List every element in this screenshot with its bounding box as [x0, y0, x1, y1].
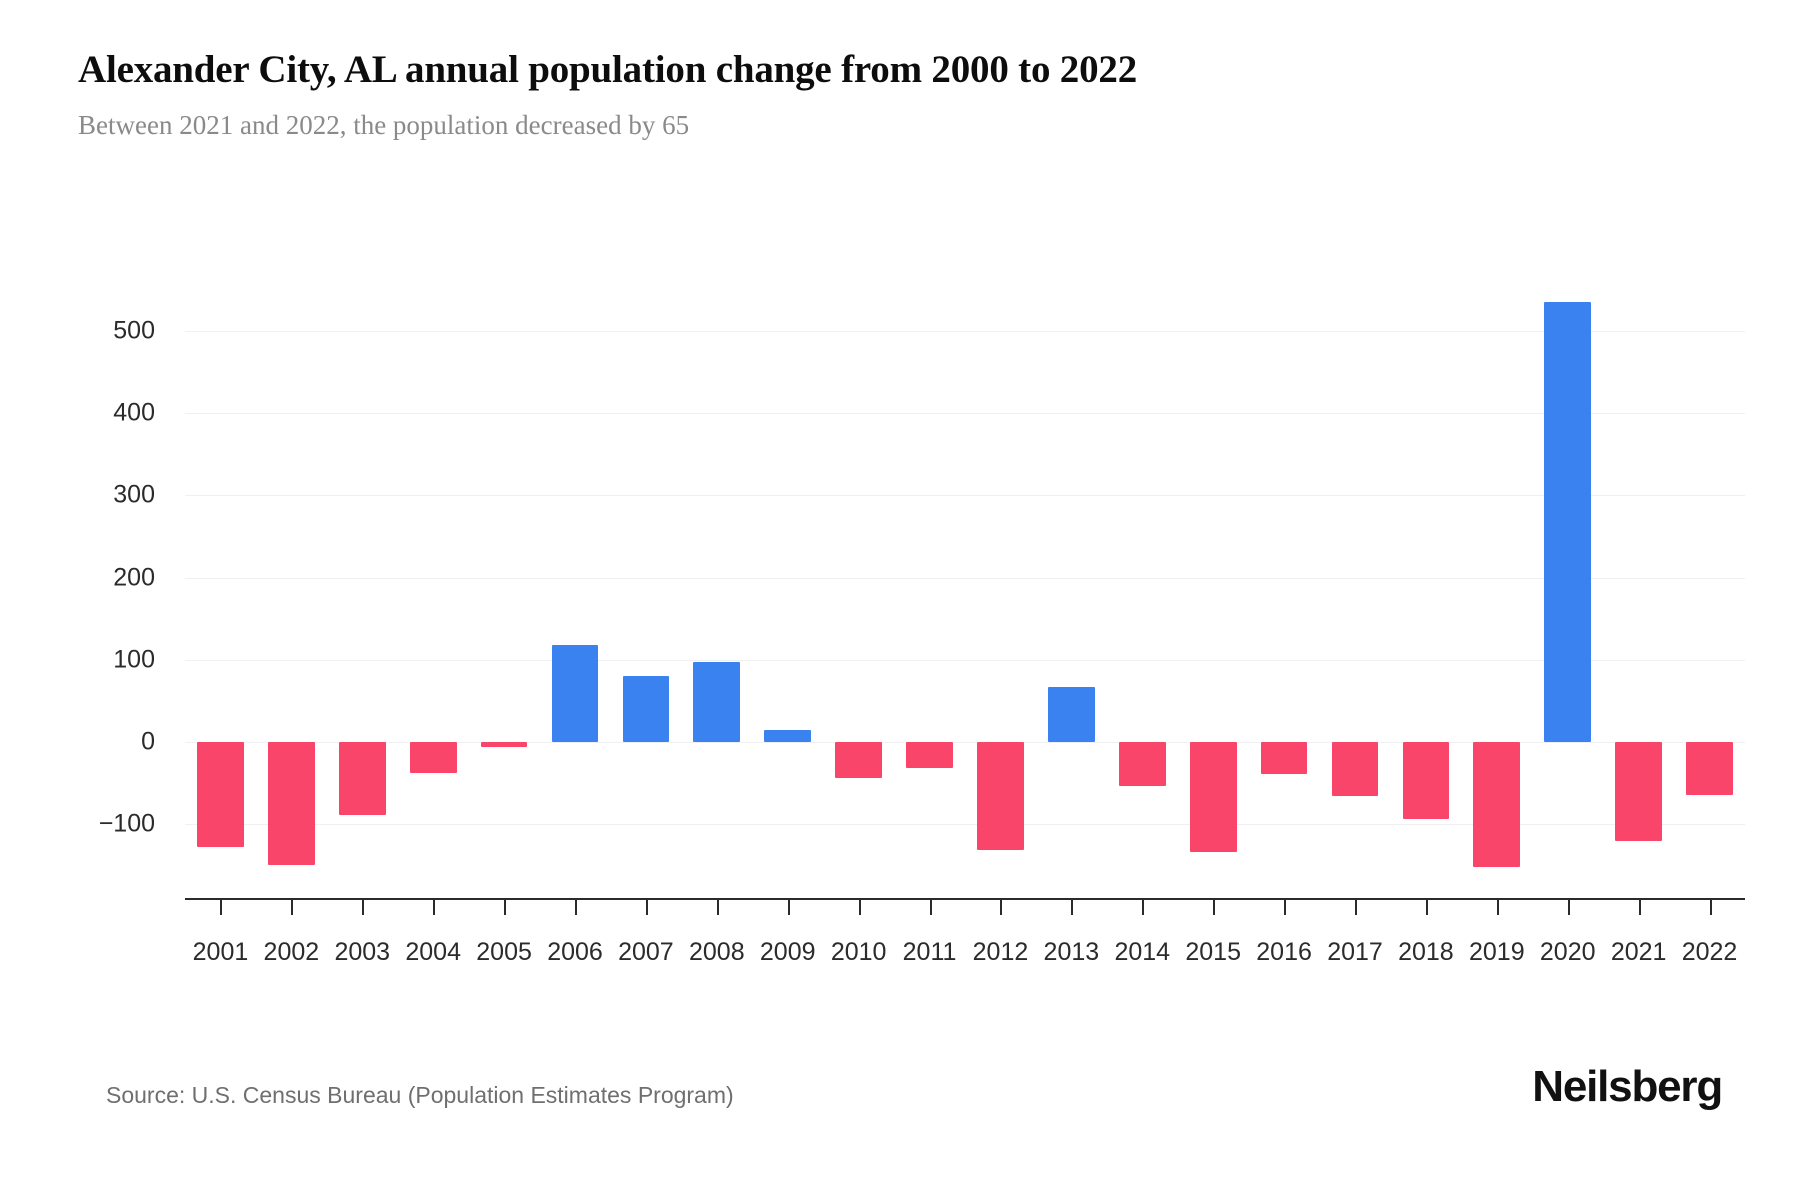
y-tick-label: 500 [113, 316, 155, 345]
bar-2020[interactable] [1544, 302, 1592, 742]
x-tick-label-2001: 2001 [192, 938, 249, 966]
x-tick-mark [575, 898, 577, 915]
gridline-200 [185, 577, 1745, 579]
x-tick-mark [1709, 898, 1712, 915]
x-tick-label-2017: 2017 [1327, 938, 1383, 966]
chart-header: Alexander City, AL annual population cha… [78, 48, 1718, 141]
x-tick-label-2013: 2013 [1043, 938, 1100, 966]
bar-2018[interactable] [1402, 742, 1450, 820]
bar-2019[interactable] [1473, 742, 1521, 867]
x-tick-mark [645, 898, 648, 915]
bar-2011[interactable] [906, 742, 953, 769]
y-tick-label: −100 [98, 809, 155, 838]
y-tick-label: 100 [113, 645, 155, 674]
x-tick-mark [929, 898, 932, 915]
bar-2014[interactable] [1118, 742, 1166, 786]
bar-2003[interactable] [338, 742, 386, 816]
x-tick-label-2016: 2016 [1256, 938, 1312, 966]
brand-logo: Neilsberg [1532, 1062, 1723, 1111]
bar-2009[interactable] [764, 729, 812, 742]
x-tick-label-2018: 2018 [1398, 938, 1454, 966]
x-tick-mark [291, 898, 294, 915]
x-tick-label-2005: 2005 [476, 938, 532, 966]
gridline-400 [185, 413, 1745, 415]
bar-2008[interactable] [693, 662, 741, 742]
x-tick-mark [716, 898, 719, 915]
bars-group [185, 0, 1745, 1200]
y-tick-label: 300 [113, 480, 155, 509]
gridline-100 [185, 659, 1745, 661]
chart-subtitle: Between 2021 and 2022, the population de… [78, 109, 690, 140]
bar-2013[interactable] [1047, 686, 1095, 742]
x-tick-label-2019: 2019 [1469, 938, 1525, 966]
gridline-300 [185, 495, 1745, 497]
bar-2012[interactable] [977, 742, 1024, 850]
x-tick-label-2006: 2006 [547, 938, 603, 966]
x-tick-mark [1567, 898, 1570, 915]
bar-2017[interactable] [1331, 742, 1379, 797]
x-tick-label-2002: 2002 [263, 938, 320, 966]
x-tick-mark [1000, 898, 1003, 915]
gridlines-group [185, 0, 1745, 1200]
x-tick-label-2012: 2012 [972, 938, 1029, 966]
x-tick-mark [362, 898, 365, 915]
bar-2021[interactable] [1615, 742, 1663, 841]
bar-2007[interactable] [622, 676, 670, 742]
x-tick-mark [433, 898, 436, 915]
x-tick-label-2020: 2020 [1539, 938, 1596, 966]
x-tick-label-2022: 2022 [1681, 938, 1738, 966]
page-title: Alexander City, AL annual population cha… [78, 48, 1138, 91]
bar-2015[interactable] [1189, 742, 1237, 853]
y-tick-label: 400 [113, 398, 155, 427]
x-tick-mark [1355, 898, 1357, 915]
x-tick-label-2014: 2014 [1114, 938, 1171, 966]
y-tick-label: 0 [141, 727, 155, 756]
bar-2001[interactable] [197, 742, 244, 848]
source-note: Source: U.S. Census Bureau (Population E… [106, 1082, 734, 1108]
x-tick-label-2008: 2008 [689, 938, 745, 966]
bar-2005[interactable] [480, 742, 528, 747]
x-tick-mark [1071, 898, 1074, 915]
x-tick-label-2003: 2003 [334, 938, 391, 966]
x-tick-mark [1425, 898, 1428, 915]
bar-2004[interactable] [409, 742, 457, 774]
x-tick-mark [1496, 898, 1499, 915]
x-tick-label-2004: 2004 [405, 938, 461, 966]
x-tick-label-2015: 2015 [1185, 938, 1241, 966]
x-tick-mark [787, 898, 790, 915]
bar-2022[interactable] [1686, 742, 1733, 796]
gridline-0 [185, 742, 1745, 743]
x-tick-mark [220, 898, 223, 915]
bar-2010[interactable] [835, 742, 883, 779]
x-tick-label-2007: 2007 [618, 938, 674, 966]
x-tick-label-2011: 2011 [902, 938, 957, 966]
x-tick-mark [858, 898, 861, 915]
bar-2002[interactable] [267, 742, 315, 866]
x-tick-label-2010: 2010 [830, 938, 887, 966]
bar-2016[interactable] [1260, 742, 1308, 775]
x-tick-mark [1638, 898, 1641, 915]
gridline-500 [185, 331, 1745, 332]
x-axis-line [185, 898, 1745, 900]
x-tick-label-2009: 2009 [759, 938, 816, 966]
x-tick-mark [504, 898, 507, 915]
bar-2006[interactable] [551, 645, 599, 742]
y-tick-label: 200 [113, 563, 155, 592]
x-tick-mark [1142, 898, 1145, 915]
x-tick-label-2021: 2021 [1610, 938, 1667, 966]
x-tick-mark [1213, 898, 1216, 915]
x-tick-mark [1284, 898, 1287, 915]
gridline--100 [185, 824, 1745, 826]
